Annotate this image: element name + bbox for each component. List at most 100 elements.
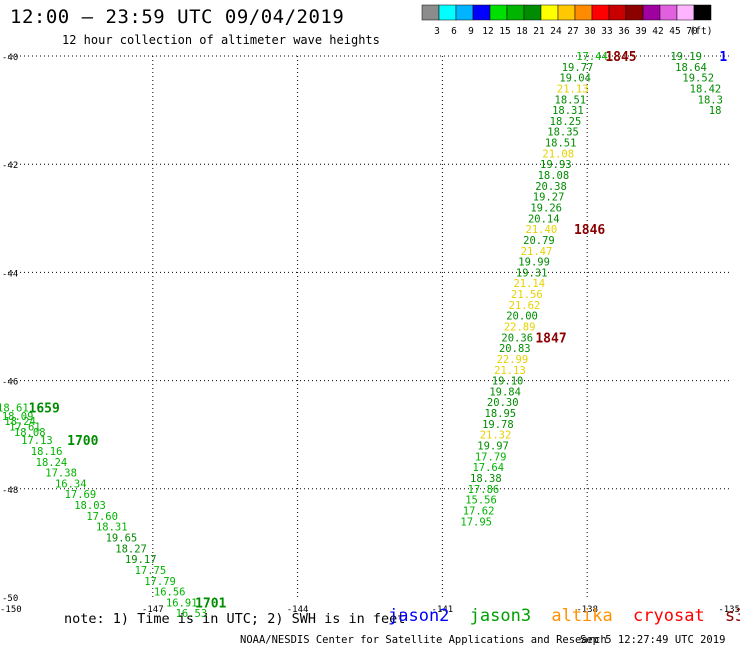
wave-height-value: 22.89 [504, 322, 536, 334]
wave-height-value: 18.35 [547, 127, 579, 139]
x-tick-label: -138 [576, 605, 598, 615]
color-scale-bar: 3 6 9 12 15 18 21 24 27 30 33 36 39 42 45 70(ft) [421, 4, 713, 37]
wave-height-value: 17.60 [86, 511, 118, 523]
wave-height-value: 18.64 [675, 62, 707, 74]
wave-height-value: 21.40 [526, 224, 558, 236]
wave-height-value: 18.3 [698, 94, 723, 106]
wave-height-value: 20.79 [523, 235, 555, 247]
wave-height-value: 18.31 [96, 522, 128, 534]
color-scale-label: 3 [434, 26, 440, 37]
wave-height-value: 17.86 [468, 484, 500, 496]
wave-height-value: 21.56 [511, 289, 543, 301]
wave-height-value: 19.19 [670, 51, 702, 63]
wave-height-value: 19.93 [540, 159, 572, 171]
x-tick-label: -141 [432, 605, 454, 615]
footer-note: note: 1) Time is in UTC; 2) SWH is in fe… [64, 611, 406, 627]
wave-height-value: 18.51 [545, 138, 577, 150]
color-scale-label: 39 [635, 26, 647, 37]
chart-subtitle: 12 hour collection of altimeter wave hei… [62, 33, 380, 47]
color-scale-label: 21 [533, 26, 545, 37]
wave-height-value: 18.24 [36, 457, 68, 469]
wave-height-value: 20.14 [528, 213, 560, 225]
wave-height-value: 20.83 [499, 343, 531, 355]
wave-height-value: 16.53 [176, 608, 208, 620]
timestamp: Sep 5 12:27:49 UTC 2019 [580, 634, 726, 646]
color-scale-label: 42 [652, 26, 663, 37]
wave-height-value: 18.95 [485, 408, 517, 420]
legend-s3a: s3a [724, 606, 740, 626]
wave-height-value: 19.65 [106, 532, 138, 544]
legend-jason3: jason3 [469, 606, 532, 626]
wave-height-value: 18.31 [552, 105, 584, 117]
color-scale-label: 6 [451, 26, 457, 37]
color-swatch [693, 4, 712, 21]
wave-height-value: 19.04 [559, 73, 591, 85]
credit-line: NOAA/NESDIS Center for Satellite Applica… [240, 634, 607, 646]
y-tick-label: -48 [2, 486, 18, 496]
wave-height-value: 19.78 [482, 419, 514, 431]
wave-height-value: 21.08 [542, 148, 574, 160]
color-scale-unit: (ft) [690, 26, 713, 37]
time-label: 1846 [574, 223, 605, 238]
wave-height-value: 18.25 [550, 116, 582, 128]
wave-height-value: 18.24 [4, 416, 36, 428]
color-scale-label: 36 [618, 26, 630, 37]
wave-height-value: 17.95 [460, 516, 492, 528]
wave-height-value: 18.42 [690, 83, 722, 95]
wave-height-value: 21.13 [494, 365, 526, 377]
wave-height-value: 21.62 [509, 300, 541, 312]
time-label: 1700 [67, 434, 98, 449]
wave-height-value: 17.79 [475, 451, 507, 463]
x-tick-label: -147 [142, 605, 164, 615]
color-scale-label: 24 [550, 26, 562, 37]
color-scale-label: 18 [516, 26, 528, 37]
y-tick-label: -46 [2, 378, 18, 388]
x-tick-label: -144 [287, 605, 309, 615]
chart-title: 12:00 – 23:59 UTC 09/04/2019 [10, 6, 345, 28]
wave-height-value: 18.08 [538, 170, 570, 182]
wave-height-value: 17.38 [45, 468, 77, 480]
wave-height-value: 20.38 [535, 181, 567, 193]
color-scale-label: 9 [468, 26, 474, 37]
y-tick-label: -44 [2, 269, 18, 279]
y-tick-label: -50 [2, 594, 18, 604]
color-scale-label: 45 [669, 26, 680, 37]
wave-height-value: 19.31 [516, 267, 548, 279]
wave-height-value: 18.51 [555, 94, 587, 106]
wave-height-value: 18.27 [115, 543, 147, 555]
x-tick-label: -135 [718, 605, 740, 615]
wave-height-value: 20.00 [506, 311, 538, 323]
wave-height-value: 17.79 [144, 576, 176, 588]
wave-height-value: 19.97 [477, 441, 509, 453]
legend-altika: altika [551, 606, 613, 626]
wave-height-value: 17.61 [9, 422, 41, 434]
wave-height-value: 17.75 [135, 565, 167, 577]
time-label: 1847 [535, 331, 566, 346]
wave-height-value: 21.13 [557, 83, 589, 95]
color-scale-label: 70 [686, 26, 698, 37]
x-tick-label: -150 [0, 605, 22, 615]
wave-height-value: 21.47 [521, 246, 553, 258]
time-label: 1845 [605, 50, 636, 65]
wave-height-value: 19.26 [530, 202, 562, 214]
wave-height-value: 18.61 [0, 403, 29, 415]
wave-height-value: 18 [709, 105, 722, 117]
wave-height-value: 18.16 [31, 446, 63, 458]
time-label: 1659 [29, 402, 60, 417]
wave-height-value: 18.38 [470, 473, 502, 485]
time-label: 1701 [195, 596, 226, 611]
satellite-legend: jason2 jason3 altika cryosat s3a [388, 606, 740, 626]
wave-height-value: 17.69 [65, 489, 97, 501]
wave-height-value: 16.34 [55, 478, 87, 490]
wave-height-value: 19.77 [562, 62, 594, 74]
y-tick-label: -40 [2, 53, 18, 63]
wave-height-value: 19.17 [125, 554, 157, 566]
color-scale-label: 27 [567, 26, 578, 37]
color-scale-label: 30 [584, 26, 596, 37]
wave-height-value: 21.14 [513, 278, 545, 290]
wave-height-value: 18.03 [74, 500, 106, 512]
color-scale-label: 33 [601, 26, 612, 37]
wave-height-value: 16.56 [154, 587, 186, 599]
wave-height-value: 19.52 [682, 73, 714, 85]
